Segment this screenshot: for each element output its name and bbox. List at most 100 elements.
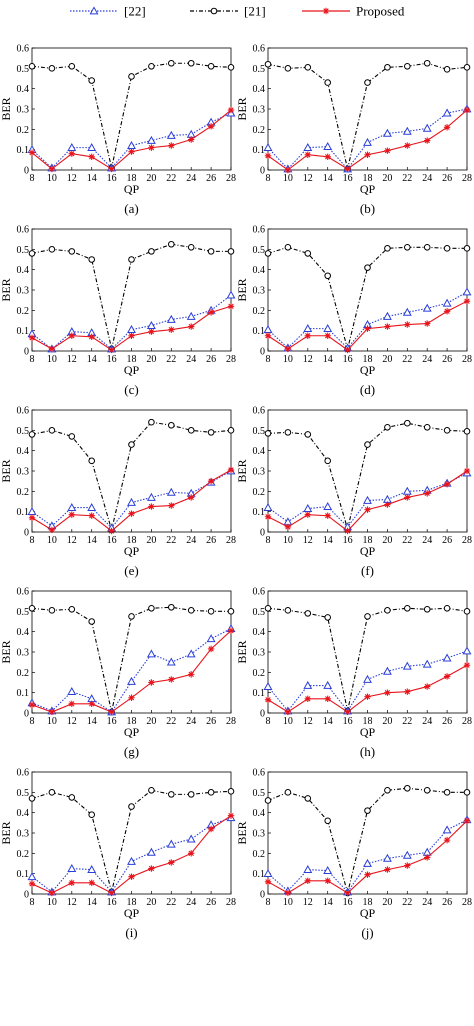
data-point [404,63,411,70]
data-point [127,497,136,506]
data-point [146,492,156,501]
legend-entry: Proposed [302,4,405,19]
x-tick-label: 10 [47,897,57,908]
data-point [423,423,431,431]
data-point [148,865,155,872]
data-point [264,152,272,159]
y-tick-label: 0.4 [253,84,266,95]
data-point [187,59,195,67]
data-point [206,634,216,643]
data-point [364,807,371,814]
x-tick-label: 16 [107,897,117,908]
x-axis-label: QP [124,363,140,377]
data-point [364,264,371,271]
y-tick-label: 0.2 [17,125,30,136]
data-point [404,321,411,328]
data-point [27,872,37,881]
y-tick-label: 0.2 [17,668,30,679]
data-point [443,604,451,612]
data-point [284,65,292,72]
data-point [67,502,77,511]
x-tick-label: 10 [283,535,293,546]
x-tick-label: 28 [462,897,472,908]
x-tick-label: 16 [343,173,353,184]
data-point [28,880,36,888]
x-tick-label: 18 [363,897,373,908]
x-tick-label: 26 [206,716,216,727]
data-point [263,143,273,152]
data-point [443,308,451,315]
data-point [284,345,292,353]
x-tick-label: 12 [67,535,77,546]
x-tick-label: 14 [323,173,333,184]
data-point [324,272,332,280]
y-tick-label: 0.3 [253,467,266,478]
x-tick-label: 26 [442,354,452,365]
x-tick-label: 14 [323,354,333,365]
data-point [324,79,332,86]
x-tick-label: 12 [67,897,77,908]
x-tick-label: 20 [146,173,156,184]
data-point [304,250,312,257]
panel-caption: (a) [124,201,138,216]
y-tick-label: 0.3 [17,467,30,478]
data-point [207,429,215,436]
x-tick-label: 24 [186,354,196,365]
x-tick-label: 24 [422,354,432,365]
chart-panel: 0 0.1 0.2 0.3 0.4 0.5 0.6 8 10 12 14 16 18 20 22 24 26 28… [235,406,472,579]
data-point [284,244,292,251]
x-tick-label: 16 [343,897,353,908]
data-point [146,320,156,329]
chart-panel: 0 0.1 0.2 0.3 0.4 0.5 0.6 8 10 12 14 16 18 20 22 24 26 28… [235,587,472,760]
data-point [148,503,155,510]
data-point [363,495,372,504]
data-point [384,607,391,614]
data-point [443,245,451,252]
x-tick-label: 18 [127,897,137,908]
y-tick-label: 0.6 [253,225,266,236]
data-point [323,680,333,689]
data-point [264,604,272,612]
y-tick-label: 0.1 [17,507,30,518]
series [28,418,235,534]
x-tick-label: 24 [422,535,432,546]
legend: [22] [21] Proposed [70,4,405,19]
y-tick-label: 0.6 [253,406,266,417]
x-tick-label: 26 [206,354,216,365]
data-point [463,608,471,615]
data-point [127,140,136,149]
data-point [382,311,392,320]
data-point [227,64,235,71]
x-tick-label: 16 [107,716,117,727]
y-tick-label: 0.2 [17,487,30,498]
x-tick-label: 10 [283,897,293,908]
y-tick-label: 0.6 [253,587,266,598]
y-tick-label: 0.6 [17,225,30,236]
data-point [424,490,431,497]
x-tick-label: 26 [442,535,452,546]
y-tick-label: 0.4 [253,265,266,276]
y-tick-label: 0 [260,709,265,720]
series [264,662,471,716]
data-point [304,332,311,339]
x-tick-label: 28 [226,354,236,365]
data-point [28,334,36,341]
y-tick-label: 0.5 [17,788,30,799]
x-tick-label: 28 [462,535,472,546]
data-point [127,856,136,865]
data-point [28,149,36,156]
data-point [87,502,97,511]
data-point [148,604,155,612]
y-tick-label: 0 [260,347,265,358]
data-point [264,513,272,520]
y-axis-label: BER [235,459,249,482]
data-point [384,147,391,154]
x-tick-label: 10 [283,173,293,184]
data-point [227,248,235,255]
data-point [128,148,135,155]
chart-panel: 0 0.1 0.2 0.3 0.4 0.5 0.6 8 10 12 14 16 18 20 22 24 26 28… [0,44,236,217]
data-point [146,847,156,856]
x-tick-label: 20 [146,716,156,727]
data-point [304,695,311,702]
